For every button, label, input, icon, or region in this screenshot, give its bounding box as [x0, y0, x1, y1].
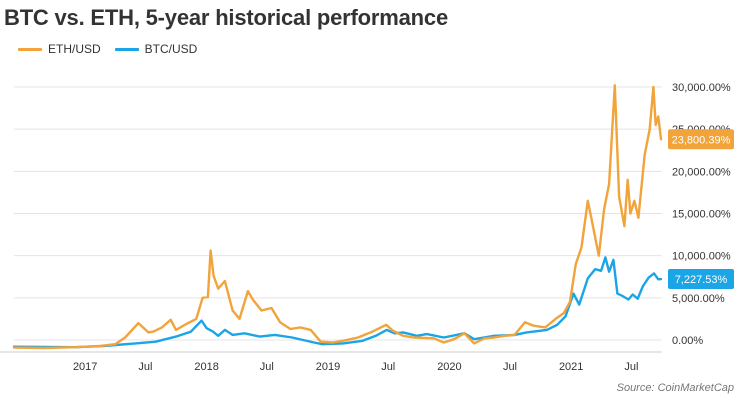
end-label-value: 7,227.53%	[675, 274, 728, 286]
end-label-box	[668, 129, 734, 150]
x-tick-label: 2019	[316, 361, 340, 373]
y-axis-ticks: 30,000.00%25,000.00%20,000.00%15,000.00%…	[672, 82, 731, 347]
legend-label-eth: ETH/USD	[48, 42, 101, 56]
legend-swatch-eth	[18, 47, 42, 51]
legend-swatch-btc	[114, 47, 139, 51]
x-tick-label: Jul	[138, 361, 152, 373]
series-lines	[12, 84, 663, 350]
series-line-btc	[12, 256, 663, 349]
end-label-box	[668, 269, 734, 290]
y-tick-label: 0.00%	[672, 335, 703, 347]
x-tick-label: Jul	[260, 361, 274, 373]
end-labels: 7,227.53% 23,800.39%	[668, 129, 734, 290]
legend-label-btc: BTC/USD	[144, 42, 198, 56]
x-tick-label: Jul	[503, 361, 517, 373]
legend-item-eth[interactable]: ETH/USD	[18, 42, 101, 56]
x-tick-label: 2017	[73, 361, 97, 373]
source-note: Source: CoinMarketCap	[616, 382, 734, 394]
y-tick-label: 30,000.00%	[672, 82, 731, 94]
legend-item-btc[interactable]: BTC/USD	[114, 42, 198, 56]
x-tick-label: 2020	[437, 361, 461, 373]
y-tick-label: 20,000.00%	[672, 166, 731, 178]
y-tick-label: 15,000.00%	[672, 209, 731, 221]
grid-lines	[14, 86, 662, 341]
y-tick-label: 5,000.00%	[672, 293, 725, 305]
x-tick-label: 2021	[559, 361, 583, 373]
x-tick-label: Jul	[624, 361, 638, 373]
end-label-eth: 23,800.39%	[668, 129, 734, 150]
x-axis-ticks: 2017 Jul 2018 Jul 2019 Jul 2020 Jul 2021 Jul	[0, 351, 662, 373]
series-line-eth	[12, 84, 663, 350]
chart-title: BTC vs. ETH, 5-year historical performan…	[4, 5, 448, 30]
legend: ETH/USD BTC/USD	[18, 42, 197, 56]
x-tick-label: Jul	[381, 361, 395, 373]
y-tick-label: 10,000.00%	[672, 251, 731, 263]
end-label-btc: 7,227.53%	[668, 269, 734, 290]
x-tick-label: 2018	[194, 361, 218, 373]
end-label-value: 23,800.39%	[672, 134, 731, 146]
